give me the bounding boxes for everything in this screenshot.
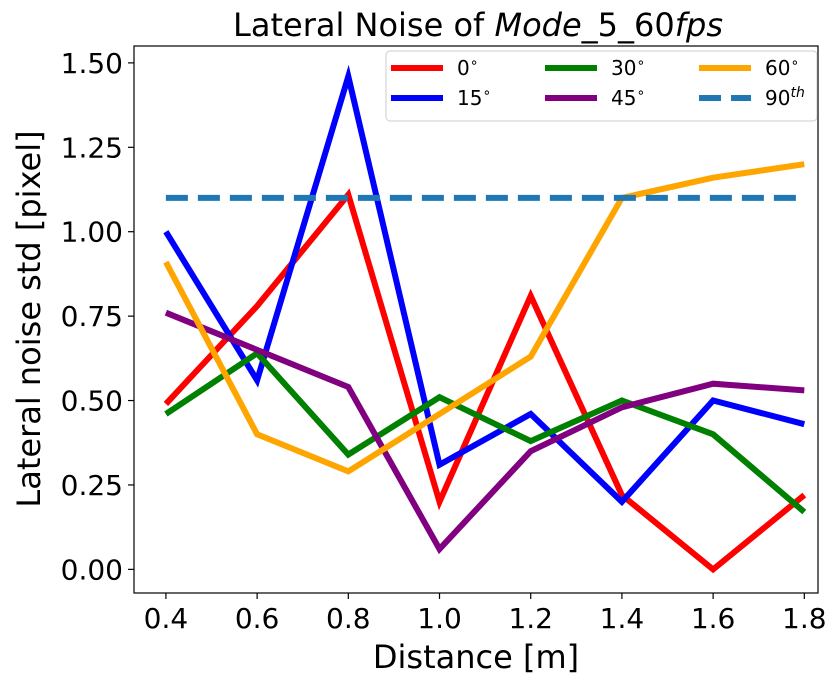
legend-label-2: 30∘ xyxy=(611,55,645,80)
x-tick-label: 1.0 xyxy=(417,602,462,635)
y-tick-label: 1.50 xyxy=(61,47,123,80)
legend-label-3: 45∘ xyxy=(611,85,645,110)
series-line-0 xyxy=(163,188,807,574)
y-tick-label: 0.25 xyxy=(61,469,123,502)
y-tick-label: 1.00 xyxy=(61,216,123,249)
y-tick-label: 1.25 xyxy=(61,131,123,164)
legend: 0∘ 15∘ 30∘ 45∘ 60∘ 90th xyxy=(385,50,818,122)
legend-label-4: 60∘ xyxy=(765,55,799,80)
legend-label-5: 90th xyxy=(765,85,805,110)
y-axis: 0.00 0.25 0.50 0.75 1.00 1.25 1.50 xyxy=(61,47,134,586)
x-axis-label: Distance [m] xyxy=(373,638,579,676)
y-tick-label: 0.75 xyxy=(61,300,123,333)
x-tick-label: 0.8 xyxy=(326,602,371,635)
y-tick-label: 0.50 xyxy=(61,385,123,418)
series-line-2 xyxy=(164,349,807,515)
x-axis: 0.4 0.6 0.8 1.0 1.2 1.4 1.6 1.8 xyxy=(144,593,827,635)
x-tick-label: 1.8 xyxy=(782,602,827,635)
x-tick-label: 0.6 xyxy=(235,602,280,635)
series-layer xyxy=(163,64,807,574)
legend-label-0: 0∘ xyxy=(457,55,479,80)
chart-title: Lateral Noise of Mode_5_60fps xyxy=(233,6,723,44)
series-line-4 xyxy=(163,161,805,475)
series-line-1 xyxy=(163,64,806,507)
x-tick-label: 1.2 xyxy=(508,602,553,635)
legend-box xyxy=(385,50,818,122)
y-axis-label: Lateral noise std [pixel] xyxy=(10,130,48,507)
legend-label-1: 15∘ xyxy=(457,85,491,110)
x-tick-label: 0.4 xyxy=(144,602,189,635)
y-tick-label: 0.00 xyxy=(61,553,123,586)
x-tick-label: 1.6 xyxy=(691,602,736,635)
series-line-3 xyxy=(164,309,805,555)
x-tick-label: 1.4 xyxy=(600,602,645,635)
